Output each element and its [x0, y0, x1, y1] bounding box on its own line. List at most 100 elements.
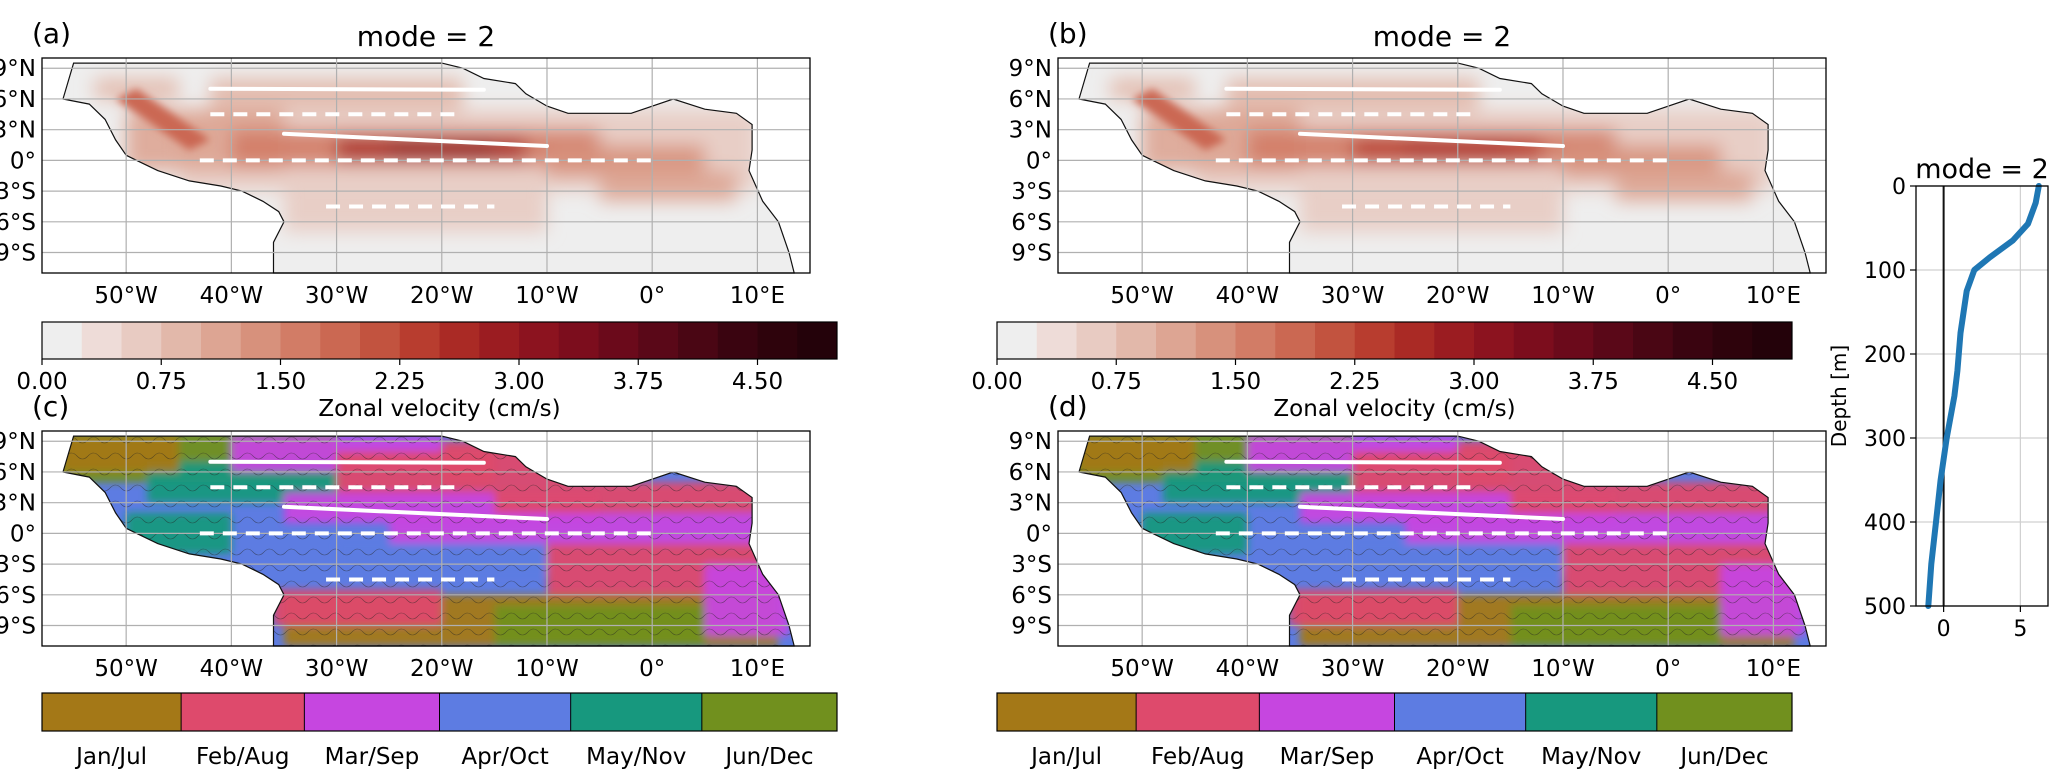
amplitude-contour	[1110, 78, 1195, 99]
lat-tick-label: 9°S	[1011, 241, 1052, 267]
phase-swatch	[1136, 693, 1260, 731]
lon-tick-label: 50°W	[1110, 656, 1174, 682]
colorbar-swatch	[1116, 322, 1157, 359]
colorbar-swatch	[1593, 322, 1634, 359]
colorbar-swatch	[360, 322, 401, 359]
colorbar-swatch	[797, 322, 838, 359]
phase-label: Jan/Jul	[74, 744, 147, 770]
colorbar-swatch	[1195, 322, 1236, 359]
lat-tick-label: 0°	[10, 521, 36, 547]
phase-swatch	[42, 693, 182, 731]
amplitude-colorbar: 0.00 0.75 1.50 2.25 3.00 3.75 4.50 Zonal veloci…	[971, 321, 1793, 422]
colorbar-swatch	[638, 322, 679, 359]
phase-swatch	[1394, 693, 1526, 731]
colorbar-swatch	[1156, 322, 1197, 359]
lat-tick-label: 9°N	[0, 56, 36, 82]
lat-tick-label: 3°S	[0, 179, 36, 205]
profile-series-line	[1925, 183, 2042, 609]
phase-label: Mar/Sep	[325, 744, 420, 770]
mode-profile-panel: 0 100 200 300 400 500 0 5 mode = 2 Depth [m]	[1827, 154, 2049, 642]
colorbar-tick-label: 0.00	[971, 369, 1022, 395]
colorbar-tick-label: 3.00	[493, 369, 544, 395]
colorbar-frame	[996, 692, 1793, 732]
lat-tick-label: 3°N	[1009, 491, 1052, 517]
amplitude-contour	[283, 191, 547, 233]
phase-swatch	[1525, 693, 1657, 731]
lon-tick-label: 10°E	[730, 283, 785, 309]
colorbar-tick-label: 3.75	[1568, 369, 1619, 395]
colorbar-tick-label: 0.00	[16, 369, 67, 395]
lon-tick-label: 10°W	[515, 283, 579, 309]
lon-tick-label: 30°W	[305, 283, 369, 309]
lon-tick-label: 30°W	[305, 656, 369, 682]
profile-ytick-label: 100	[1864, 259, 1906, 284]
phase-label: Feb/Aug	[196, 744, 289, 770]
coastline	[62, 435, 795, 647]
amplitude-colorbar: 0.00 0.75 1.50 2.25 3.00 3.75 4.50 Zonal veloci…	[16, 321, 838, 422]
lat-tick-label: 6°N	[0, 87, 36, 113]
amplitude-contour	[1299, 191, 1563, 233]
lat-tick-label: 9°S	[0, 614, 36, 640]
lat-tick-label: 6°S	[1011, 210, 1052, 236]
current-line-solid	[208, 86, 486, 92]
lon-tick-label: 30°W	[1321, 283, 1385, 309]
colorbar-swatch	[479, 322, 520, 359]
current-line-solid	[208, 459, 486, 465]
lon-tick-label: 40°W	[200, 656, 264, 682]
colorbar-swatch	[161, 322, 202, 359]
colorbar-tick-label: 3.00	[1448, 369, 1499, 395]
colorbar-swatch	[280, 322, 321, 359]
phase-label: May/Nov	[586, 744, 686, 770]
colorbar-tick-label: 2.25	[1329, 369, 1380, 395]
colorbar-swatch	[1633, 322, 1674, 359]
phase-label: Jun/Dec	[723, 744, 813, 770]
colorbar-swatch	[1712, 322, 1753, 359]
map-panel-c: 50°W 40°W 30°W 20°W 10°W 0° 10°E 9°N 6°N 3°N 0° 3°S…	[0, 390, 811, 682]
lat-tick-label: 3°N	[1009, 118, 1052, 144]
colorbar-frame	[41, 321, 838, 360]
lon-tick-label: 30°W	[1321, 656, 1385, 682]
panel-label: (c)	[32, 390, 69, 423]
colorbar-tick-label: 4.50	[732, 369, 783, 395]
lat-tick-label: 6°N	[0, 460, 36, 486]
colorbar-label: Zonal velocity (cm/s)	[1273, 396, 1515, 422]
current-line-solid	[1224, 86, 1502, 92]
axes-frame	[1057, 57, 1827, 274]
colorbar-swatch	[558, 322, 599, 359]
colorbar-swatch	[678, 322, 719, 359]
phase-swatch	[439, 693, 571, 731]
phase-label: Apr/Oct	[1416, 744, 1503, 770]
lat-tick-label: 6°S	[0, 583, 36, 609]
colorbar-swatch	[519, 322, 560, 359]
colorbar-swatch	[1394, 322, 1435, 359]
phase-label: Jun/Dec	[1678, 744, 1768, 770]
colorbar-swatch	[1235, 322, 1276, 359]
phase-label: May/Nov	[1541, 744, 1641, 770]
colorbar-swatch	[1434, 322, 1475, 359]
colorbar-frame	[41, 692, 838, 732]
colorbar-swatch	[42, 322, 83, 359]
lon-tick-label: 40°W	[200, 283, 264, 309]
phase-label: Jan/Jul	[1029, 744, 1102, 770]
lat-tick-label: 9°N	[0, 429, 36, 455]
colorbar-tick-label: 4.50	[1687, 369, 1738, 395]
phase-swatch	[1259, 693, 1395, 731]
amplitude-contour	[1615, 170, 1753, 202]
colorbar-tick-label: 0.75	[1091, 369, 1142, 395]
profile-xtick-label: 5	[2013, 617, 2027, 642]
lon-tick-label: 20°W	[1426, 283, 1490, 309]
lon-tick-label: 50°W	[94, 283, 158, 309]
panel-label: (d)	[1048, 390, 1088, 423]
colorbar-tick-label: 2.25	[374, 369, 425, 395]
colorbar-swatch	[1752, 322, 1793, 359]
profile-frame	[1915, 185, 2049, 607]
lon-tick-label: 20°W	[410, 656, 474, 682]
lat-tick-label: 6°S	[1011, 583, 1052, 609]
phase-swatch	[701, 693, 837, 731]
amplitude-contour	[599, 170, 737, 202]
lat-tick-label: 9°S	[0, 241, 36, 267]
coastline	[1078, 435, 1811, 647]
phase-swatch	[570, 693, 702, 731]
lon-tick-label: 20°W	[1426, 656, 1490, 682]
colorbar-tick-label: 3.75	[613, 369, 664, 395]
